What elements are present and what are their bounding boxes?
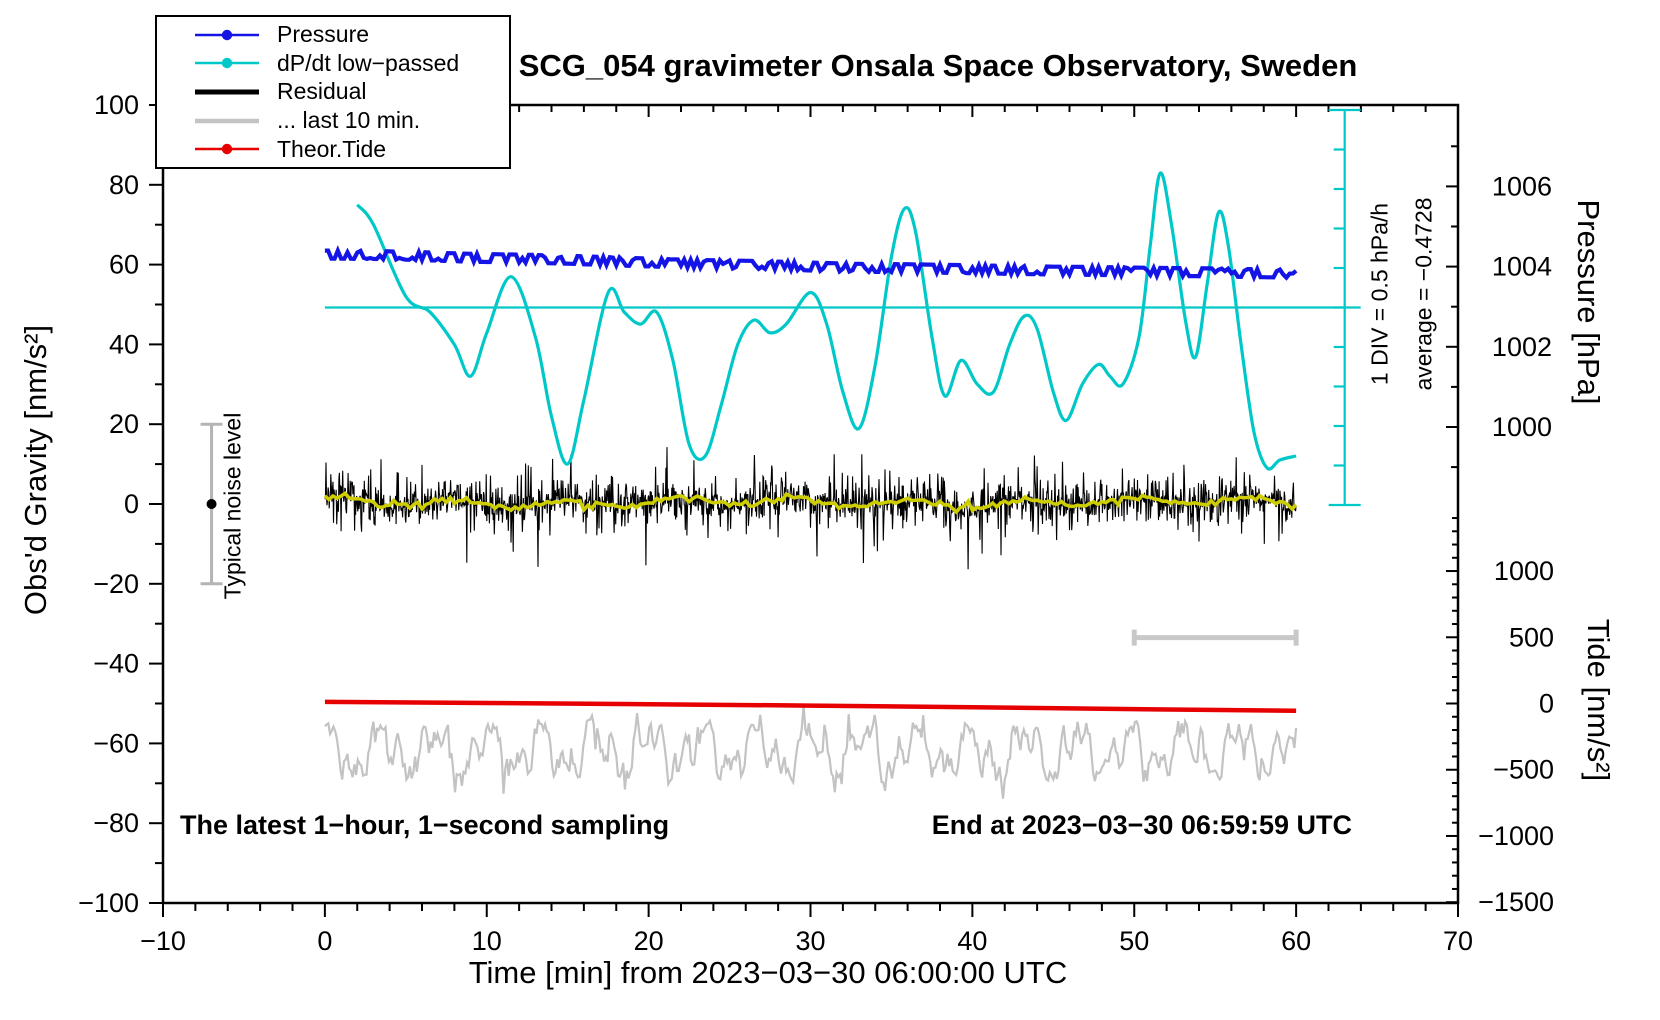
series-theor-tide <box>324 699 1297 714</box>
svg-text:1000: 1000 <box>1492 412 1552 442</box>
svg-text:−500: −500 <box>1493 755 1554 785</box>
legend-item-1: dP/dt low−passed <box>193 50 509 76</box>
y-axis-label-pressure: Pressure [hPa] <box>1571 199 1606 405</box>
svg-text:1004: 1004 <box>1492 252 1552 282</box>
x-axis-label: Time [min] from 2023−03−30 06:00:00 UTC <box>468 955 1068 990</box>
legend: Pressure dP/dt low−passed Residual... last… <box>155 15 511 169</box>
legend-item-label: Theor.Tide <box>277 135 387 162</box>
legend-item-label: Pressure <box>277 21 370 48</box>
legend-item-2: Residual <box>193 78 509 105</box>
dpdt-div-scale-label: 1 DIV = 0.5 hPa/h <box>1366 202 1393 386</box>
legend-item-label: dP/dt low−passed <box>277 49 460 76</box>
svg-text:80: 80 <box>109 170 139 200</box>
svg-text:0: 0 <box>124 489 139 519</box>
svg-text:−40: −40 <box>93 649 139 679</box>
svg-text:20: 20 <box>634 926 664 956</box>
tick-labels: −10 0 10 20 30 40 50 60 70−100−80−60−40−20020406… <box>78 90 1554 956</box>
svg-text:40: 40 <box>109 329 139 359</box>
typical-noise-label: Typical noise level <box>219 412 246 600</box>
series-pressure <box>324 245 1298 283</box>
data-series <box>323 171 1298 799</box>
svg-text:60: 60 <box>109 250 139 280</box>
svg-text:50: 50 <box>1119 926 1149 956</box>
legend-item-3: ... last 10 min. <box>193 107 509 134</box>
svg-text:70: 70 <box>1443 926 1473 956</box>
legend-marker-icon <box>195 29 259 40</box>
legend-item-label: Residual <box>277 78 367 105</box>
legend-marker-icon <box>195 144 259 155</box>
legend-item-label: ... last 10 min. <box>277 107 421 134</box>
y-axis-label-gravity: Obs'd Gravity [nm/s²] <box>18 324 53 616</box>
svg-text:0: 0 <box>317 926 332 956</box>
svg-text:−10: −10 <box>140 926 186 956</box>
svg-text:−100: −100 <box>78 888 139 918</box>
svg-text:−1500: −1500 <box>1478 887 1554 917</box>
legend-marker-icon <box>195 89 259 95</box>
series-residual-smoothed <box>323 490 1298 515</box>
svg-text:−80: −80 <box>93 808 139 838</box>
svg-text:20: 20 <box>109 409 139 439</box>
svg-text:100: 100 <box>94 90 139 120</box>
svg-text:30: 30 <box>795 926 825 956</box>
legend-item-0: Pressure <box>193 21 509 48</box>
legend-item-4: Theor.Tide <box>193 136 509 162</box>
svg-text:0: 0 <box>1539 689 1554 719</box>
typical-noise-errorbar <box>200 422 223 586</box>
svg-text:10: 10 <box>472 926 502 956</box>
svg-text:60: 60 <box>1281 926 1311 956</box>
dpdt-average-label: average = −0.4728 <box>1410 197 1437 391</box>
legend-marker-icon <box>195 118 259 123</box>
sampling-note: The latest 1−hour, 1−second sampling <box>180 810 670 840</box>
end-time-note: End at 2023−03−30 06:59:59 UTC <box>931 810 1352 840</box>
dpdt-scale-bar <box>324 108 1361 507</box>
series-residual <box>324 447 1297 570</box>
last10min-duration-bar <box>1131 629 1299 646</box>
svg-text:1002: 1002 <box>1492 332 1552 362</box>
svg-text:−20: −20 <box>93 569 139 599</box>
svg-text:500: 500 <box>1509 622 1554 652</box>
plot-title: SCG_054 gravimeter Onsala Space Observat… <box>518 48 1358 83</box>
series-dpdt-lowpassed <box>356 171 1297 471</box>
svg-text:40: 40 <box>957 926 987 956</box>
svg-text:1000: 1000 <box>1494 556 1554 586</box>
y-axis-label-tide: Tide [nm/s²] <box>1581 618 1616 782</box>
svg-text:−1000: −1000 <box>1478 821 1554 851</box>
svg-text:1006: 1006 <box>1492 171 1552 201</box>
legend-marker-icon <box>195 58 259 69</box>
axes <box>149 103 1460 917</box>
svg-text:−60: −60 <box>93 728 139 758</box>
series-residual-last10min <box>324 704 1298 799</box>
